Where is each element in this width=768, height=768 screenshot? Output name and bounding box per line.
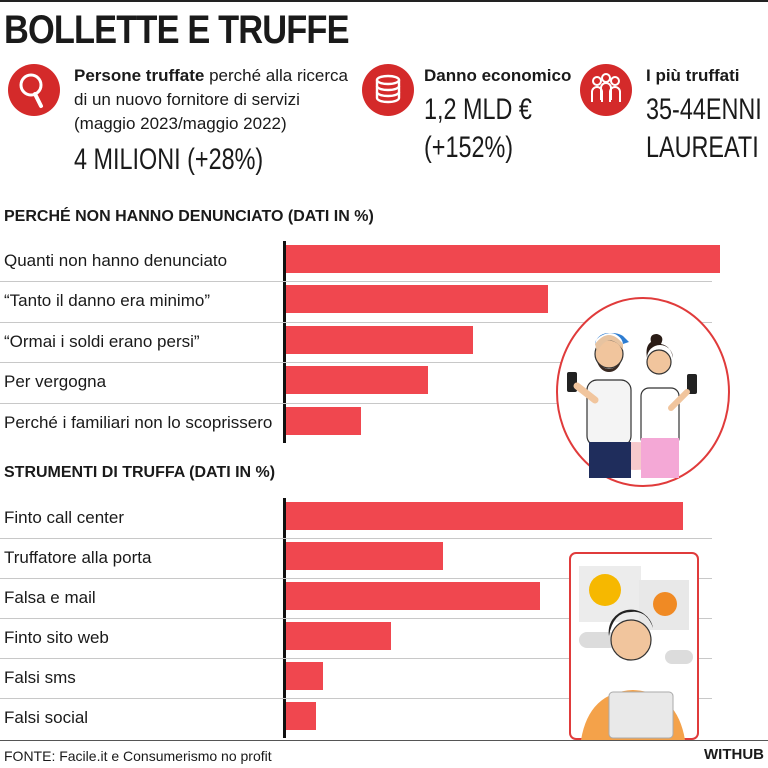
people-icon bbox=[580, 64, 632, 116]
brand-logo: WITHUB bbox=[704, 746, 764, 763]
stat-truffati-age: 35-44ENNI bbox=[646, 93, 762, 126]
category-label: Falsa e mail bbox=[4, 588, 96, 607]
stat-danno-label: Danno economico bbox=[424, 66, 572, 85]
bar bbox=[286, 502, 683, 530]
bar bbox=[286, 542, 444, 570]
row-divider bbox=[0, 618, 712, 619]
category-label: Falsi social bbox=[4, 708, 89, 727]
chart1-title: PERCHÉ NON HANNO DENUNCIATO (DATI IN %) bbox=[4, 208, 374, 225]
category-label: Quanti non hanno denunciato bbox=[4, 251, 228, 270]
category-label: “Tanto il danno era minimo” bbox=[4, 291, 210, 311]
chart2-title: STRUMENTI DI TRUFFA (DATI IN %) bbox=[4, 464, 276, 481]
row-divider bbox=[0, 578, 712, 579]
stat-truffati-label: I più truffati bbox=[646, 66, 740, 85]
computer-user-illustration bbox=[569, 552, 699, 740]
bar bbox=[286, 406, 361, 435]
chart-axis bbox=[283, 241, 286, 443]
people-phones-illustration bbox=[555, 296, 731, 488]
row-divider bbox=[0, 281, 712, 283]
category-label: Finto sito web bbox=[4, 628, 109, 647]
magnifier-icon bbox=[8, 64, 60, 116]
row-divider bbox=[0, 362, 712, 364]
page-title: BOLLETTE E TRUFFE bbox=[4, 8, 350, 52]
stat-persone-value: 4 MILIONI (+28%) bbox=[74, 143, 264, 176]
stat-danno-value: 1,2 MLD € bbox=[424, 93, 532, 126]
bar bbox=[286, 366, 429, 395]
top-rule bbox=[0, 0, 768, 2]
coins-icon bbox=[362, 64, 414, 116]
bar bbox=[286, 622, 391, 650]
category-label: Falsi sms bbox=[4, 668, 76, 687]
category-label: “Ormai i soldi erano persi” bbox=[4, 331, 200, 351]
bar bbox=[286, 245, 720, 273]
bar bbox=[286, 662, 324, 690]
stat-danno-change: (+152%) bbox=[424, 131, 514, 164]
source-note: FONTE: Facile.it e Consumerismo no profi… bbox=[4, 748, 272, 764]
category-label: Per vergogna bbox=[4, 372, 107, 392]
bar bbox=[286, 285, 548, 314]
category-label: Perché i familiari non lo scoprissero bbox=[4, 412, 273, 432]
row-divider bbox=[0, 402, 712, 404]
bar bbox=[286, 325, 474, 354]
category-label: Finto call center bbox=[4, 508, 124, 527]
bar bbox=[286, 702, 316, 730]
row-divider bbox=[0, 321, 712, 323]
category-label: Truffatore alla porta bbox=[4, 548, 152, 567]
stat-truffati-edu: LAUREATI bbox=[646, 131, 759, 164]
row-divider bbox=[0, 658, 712, 659]
bottom-rule bbox=[0, 740, 768, 741]
stat-persone-label: Persone truffate perché alla ricerca di … bbox=[74, 66, 348, 133]
row-divider bbox=[0, 538, 712, 539]
row-divider bbox=[0, 698, 712, 699]
bar bbox=[286, 582, 541, 610]
